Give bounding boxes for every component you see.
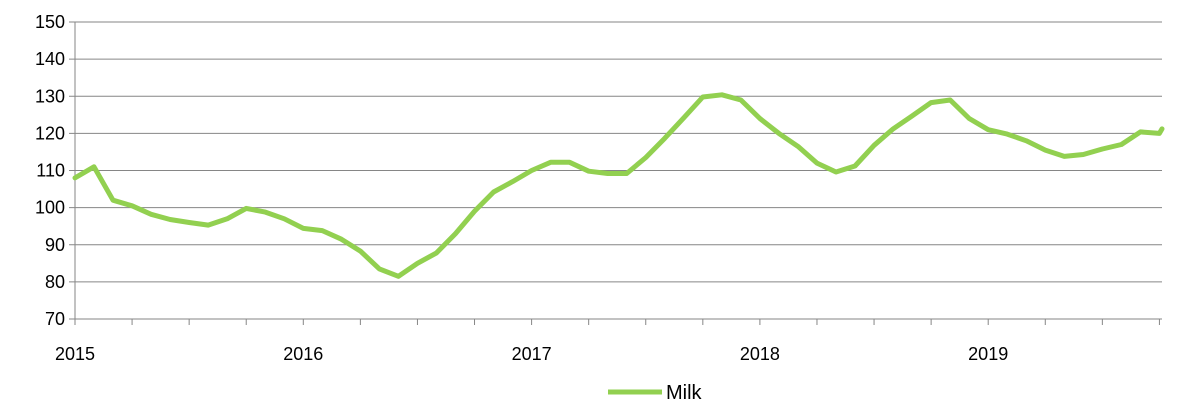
- series-layer: [72, 92, 1165, 279]
- axes: [69, 21, 1162, 325]
- gridlines: [75, 21, 1162, 283]
- y-tick-label-130: 130: [35, 86, 65, 106]
- legend-label-milk: Milk: [666, 382, 703, 404]
- y-tick-label-140: 140: [35, 49, 65, 69]
- y-tick-label-150: 150: [35, 12, 65, 32]
- legend: Milk: [608, 382, 703, 404]
- x-tick-label-2017: 2017: [512, 344, 552, 364]
- x-tick-label-2019: 2019: [968, 344, 1008, 364]
- y-tick-label-110: 110: [36, 161, 65, 181]
- y-tick-label-100: 100: [35, 198, 65, 218]
- y-tick-label-80: 80: [45, 272, 65, 292]
- x-tick-labels: 2015 2016 2017 2018 2019: [55, 344, 1008, 364]
- x-tick-label-2016: 2016: [283, 344, 323, 364]
- y-tick-labels: 70 80 90 100 110 120 130 140 150: [35, 12, 65, 329]
- x-tick-label-2018: 2018: [740, 344, 780, 364]
- x-tick-label-2015: 2015: [55, 344, 95, 364]
- y-tick-label-120: 120: [35, 123, 65, 143]
- series-line-milk: [72, 92, 1165, 279]
- y-tick-label-70: 70: [45, 309, 65, 329]
- y-tick-label-90: 90: [45, 235, 65, 255]
